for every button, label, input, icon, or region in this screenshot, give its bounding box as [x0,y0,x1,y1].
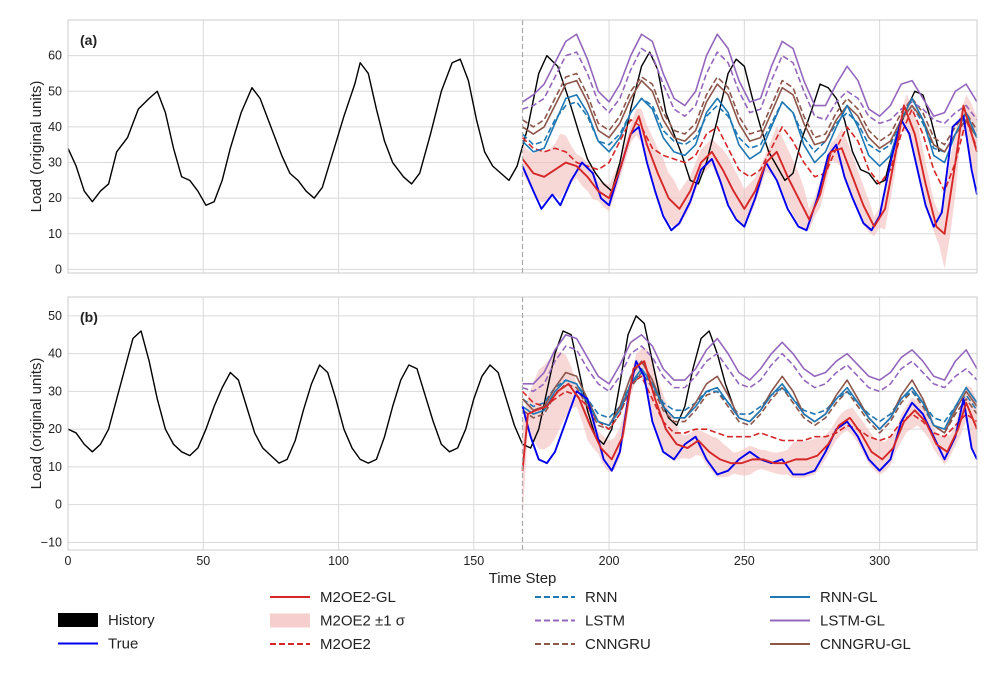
legend-label: M2OE2 ±1 σ [320,613,406,630]
y-tick-label: 40 [48,120,62,134]
y-tick-label: 0 [55,262,62,276]
y-tick-label: 20 [48,422,62,436]
band-m2oe2-sigma [522,348,977,519]
series-lstm [522,345,978,393]
legend-swatch [58,613,98,627]
panel-label: (a) [80,32,97,48]
y-tick-label: 30 [48,156,62,170]
y-tick-label: 20 [48,191,62,205]
legend-item-true: True [58,636,138,653]
series-m2oe2-gl [521,360,978,471]
y-axis-label: Load (original units) [28,81,45,213]
y-tick-label: 50 [48,309,62,323]
series-history [67,315,735,464]
y-tick-label: −10 [41,535,62,549]
y-tick-label: 10 [48,227,62,241]
legend-label: RNN [585,589,618,606]
legend-item-rnn: RNN [535,589,618,606]
y-tick-label: 50 [48,84,62,98]
y-tick-label: 40 [48,347,62,361]
series-lstm-gl [522,333,978,385]
band-m2oe2-sigma [522,93,977,269]
legend-item-m2oe2-gl: M2OE2-GL [270,589,396,606]
x-axis-label: Time Step [489,570,557,587]
legend-item-lstm-gl: LSTM-GL [770,613,885,630]
plot-frame [67,19,978,274]
legend-swatch [270,613,310,628]
legend-label: M2OE2 [320,636,371,653]
panel-b: −10 0 10 20 30 40 50 Load (original units) (b) [28,296,978,551]
x-tick-label: 0 [65,554,72,568]
x-tick-label: 50 [196,554,210,568]
series-cnngru [522,72,978,146]
plot-frame [67,296,978,551]
legend-label: LSTM-GL [820,613,885,630]
legend-item-cnngru-gl: CNNGRU-GL [770,636,911,653]
y-tick-label: 60 [48,49,62,63]
series-true [521,360,978,476]
legend-label: M2OE2-GL [320,589,396,606]
legend-label: RNN-GL [820,589,878,606]
legend-item-history: History [58,612,155,629]
legend-item-m2oe2: M2OE2 [270,636,371,653]
series-rnn-gl [522,367,978,430]
y-tick-label: 0 [55,498,62,512]
series-true [521,115,978,232]
legend-item-lstm: LSTM [535,613,625,630]
legend-label: CNNGRU-GL [820,636,911,653]
panel-label: (b) [80,309,98,325]
x-tick-label: 300 [869,554,890,568]
x-tick-label: 100 [328,554,349,568]
series-lstm-gl [522,33,978,118]
legend-item-m2oe2-1: M2OE2 ±1 σ [270,613,406,630]
legend-item-rnn-gl: RNN-GL [770,589,878,606]
series-m2oe2-gl [521,104,978,235]
y-axis-label: Load (original units) [28,358,45,490]
panel-a: 0 10 20 30 40 50 60 Load (original units) (a) [28,19,978,276]
series-history [67,51,940,206]
y-tick-label: 10 [48,460,62,474]
legend-label: CNNGRU [585,636,651,653]
legend-label: History [108,612,155,629]
legend-label: LSTM [585,613,625,630]
series-cnngru [522,371,978,434]
series-lstm [522,47,978,125]
legend-item-cnngru: CNNGRU [535,636,651,653]
legend: History True M2OE2-GL M2OE2 ±1 σ M2OE2 RNN LST… [58,589,911,653]
y-tick-label: 30 [48,384,62,398]
legend-label: True [108,636,138,653]
x-tick-label: 200 [599,554,620,568]
x-tick-label: 250 [734,554,755,568]
x-tick-label: 150 [463,554,484,568]
